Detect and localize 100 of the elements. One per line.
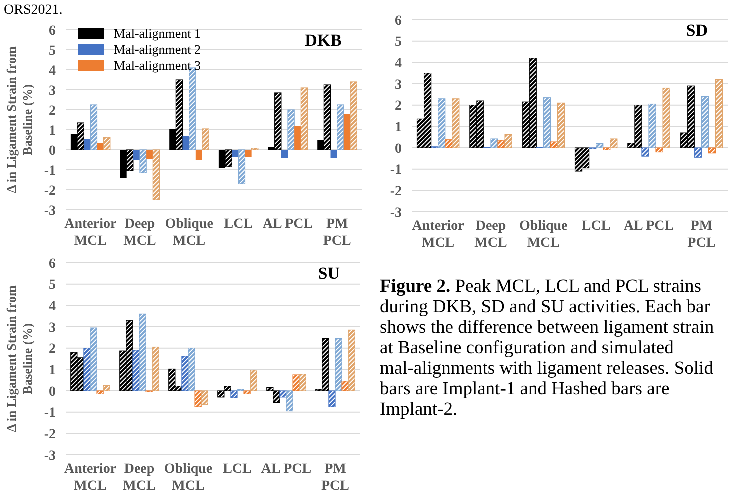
y-tick-label: -1 bbox=[44, 164, 56, 179]
text: Figure 2. bbox=[380, 277, 456, 297]
y-tick-label: -3 bbox=[44, 448, 56, 464]
bar bbox=[292, 374, 300, 392]
bar bbox=[490, 138, 498, 148]
y-tick-label: 4 bbox=[395, 56, 402, 72]
text: ORS2021. bbox=[4, 3, 63, 18]
bar bbox=[498, 140, 506, 148]
bar bbox=[438, 98, 446, 148]
y-tick-label: 3 bbox=[395, 78, 402, 93]
bar bbox=[694, 148, 702, 158]
bar bbox=[445, 140, 453, 148]
bar bbox=[281, 150, 288, 158]
bar bbox=[202, 128, 210, 150]
bar bbox=[250, 370, 258, 392]
y-tick-label: 0 bbox=[49, 384, 56, 400]
x-tick-label: Anterior MCL bbox=[412, 219, 464, 251]
bar bbox=[152, 346, 160, 392]
bar bbox=[596, 143, 604, 148]
x-tick-label: PM PCL bbox=[322, 462, 350, 492]
bar bbox=[337, 104, 344, 150]
bar bbox=[603, 148, 611, 150]
bar bbox=[300, 88, 308, 150]
x-tick-label: AL PCL bbox=[262, 217, 314, 232]
bar bbox=[139, 314, 146, 392]
bar bbox=[504, 134, 512, 148]
bar bbox=[288, 110, 295, 150]
y-tick-label: 2 bbox=[395, 99, 402, 114]
bar bbox=[188, 348, 196, 392]
y-tick-label: 4 bbox=[49, 64, 56, 79]
x-tick-label: LCL bbox=[223, 462, 252, 477]
bar bbox=[103, 385, 110, 392]
y-tick-label: -3 bbox=[44, 204, 56, 219]
y-tick-label: 0 bbox=[49, 144, 56, 159]
y-tick-label: 2 bbox=[49, 104, 56, 119]
bar bbox=[550, 142, 558, 148]
y-tick-label: 4 bbox=[49, 300, 56, 315]
bar bbox=[330, 150, 338, 158]
bar bbox=[280, 390, 287, 398]
y-tick-label: 3 bbox=[49, 320, 56, 336]
bar bbox=[294, 126, 302, 150]
x-tick-label: Oblique MCL bbox=[165, 217, 214, 249]
x-tick-label: Deep MCL bbox=[474, 219, 508, 251]
bar bbox=[201, 390, 208, 406]
bar bbox=[245, 150, 252, 157]
x-tick-label: AL PCL bbox=[261, 462, 312, 477]
y-tick-label: 1 bbox=[49, 124, 56, 139]
y-tick-label: -1 bbox=[390, 163, 402, 178]
chart-title: DKB bbox=[305, 31, 342, 50]
y-tick-label: -2 bbox=[44, 184, 56, 199]
bar bbox=[557, 102, 566, 148]
bar bbox=[342, 381, 349, 392]
legend-label: Mal-alignment 2 bbox=[114, 42, 202, 57]
legend-label: Mal-alignment 1 bbox=[114, 26, 202, 41]
y-tick-label: 6 bbox=[49, 24, 56, 39]
bar bbox=[104, 137, 111, 150]
x-tick-label: PM PCL bbox=[323, 217, 352, 249]
y-axis-title: Δ in Ligament Strain from Baseline (%) bbox=[4, 286, 35, 432]
bar bbox=[642, 148, 650, 157]
y-tick-label: 0 bbox=[395, 142, 402, 157]
bar bbox=[196, 150, 202, 160]
bar bbox=[610, 138, 618, 148]
bar bbox=[230, 390, 238, 398]
y-tick-label: 6 bbox=[395, 14, 402, 29]
bar bbox=[182, 136, 190, 150]
chart-title: SU bbox=[318, 264, 340, 283]
x-tick-label: Oblique MCL bbox=[164, 462, 213, 492]
bar bbox=[708, 148, 716, 154]
x-tick-label: LCL bbox=[224, 217, 254, 232]
bar bbox=[299, 374, 306, 392]
bar bbox=[715, 79, 724, 148]
bar bbox=[232, 150, 239, 157]
x-tick-label: Anterior MCL bbox=[64, 462, 117, 492]
y-tick-label: 6 bbox=[49, 256, 56, 272]
x-tick-label: Oblique MCL bbox=[520, 219, 568, 251]
y-tick-label: -2 bbox=[390, 184, 402, 200]
bar bbox=[194, 390, 202, 408]
bar bbox=[90, 328, 98, 392]
bar bbox=[350, 82, 358, 150]
bar bbox=[286, 390, 294, 412]
y-axis-title: Δ in Ligament Strain from Baseline (%) bbox=[4, 46, 35, 194]
y-tick-label: -3 bbox=[390, 206, 402, 221]
bar bbox=[182, 356, 189, 392]
x-tick-label: Anterior MCL bbox=[64, 217, 117, 249]
x-tick-label: AL PCL bbox=[624, 219, 674, 234]
bar bbox=[132, 350, 140, 392]
bar bbox=[543, 98, 551, 148]
bar bbox=[452, 98, 460, 148]
y-tick-label: 5 bbox=[49, 278, 56, 294]
bar bbox=[335, 338, 342, 392]
chart-title: SD bbox=[686, 21, 708, 40]
y-tick-label: -1 bbox=[44, 406, 56, 422]
bar bbox=[344, 114, 350, 150]
y-tick-label: 5 bbox=[49, 44, 56, 59]
x-tick-label: LCL bbox=[582, 219, 611, 234]
y-tick-label: 3 bbox=[49, 84, 56, 99]
x-tick-label: PM PCL bbox=[688, 219, 716, 251]
bar bbox=[348, 330, 356, 392]
bar bbox=[90, 104, 98, 150]
bar bbox=[152, 150, 160, 200]
